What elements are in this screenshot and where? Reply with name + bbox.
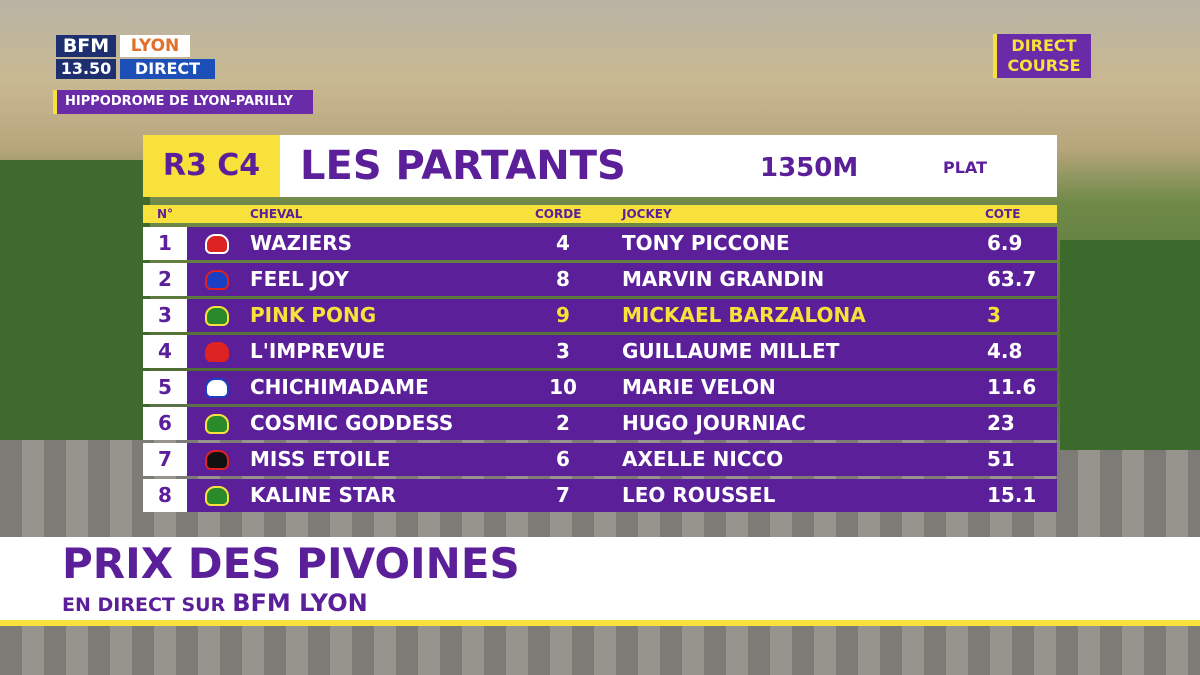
- jockey-name: HUGO JOURNIAC: [622, 411, 806, 435]
- table-row: 3 PINK PONG 9 MICKAEL BARZALONA 3: [143, 299, 1057, 332]
- banner-title: PRIX DES PIVOINES: [62, 539, 520, 588]
- draw: 4: [556, 231, 570, 255]
- horse-name: CHICHIMADAME: [250, 375, 429, 399]
- runner-number: 1: [143, 227, 187, 260]
- horse-name: FEEL JOY: [250, 267, 349, 291]
- jockey-name: MARVIN GRANDIN: [622, 267, 825, 291]
- jockey-silk: [205, 378, 229, 398]
- race-title: LES PARTANTS: [300, 143, 626, 189]
- jockey-name: AXELLE NICCO: [622, 447, 784, 471]
- jockey-silk: [205, 234, 229, 254]
- table-row: 5 CHICHIMADAME 10 MARIE VELON 11.6: [143, 371, 1057, 404]
- jockey-name: MARIE VELON: [622, 375, 776, 399]
- jockey-name: TONY PICCONE: [622, 231, 790, 255]
- jockey-silk: [205, 342, 229, 362]
- draw: 7: [556, 483, 570, 507]
- table-row: 6 COSMIC GODDESS 2 HUGO JOURNIAC 23: [143, 407, 1057, 440]
- jockey-silk: [205, 270, 229, 290]
- logo-brand: BFM: [56, 35, 116, 57]
- banner-subtitle: EN DIRECT SUR BFM LYON: [62, 589, 368, 619]
- jockey-name: GUILLAUME MILLET: [622, 339, 840, 363]
- draw: 3: [556, 339, 570, 363]
- direct-course-badge: DIRECT COURSE: [993, 34, 1091, 78]
- horse-name: COSMIC GODDESS: [250, 411, 454, 435]
- live-label: DIRECT: [120, 59, 215, 79]
- race-code: R3 C4: [143, 135, 280, 197]
- horse-name: L'IMPREVUE: [250, 339, 386, 363]
- draw: 2: [556, 411, 570, 435]
- location-accent: [53, 90, 57, 114]
- runner-number: 6: [143, 407, 187, 440]
- banner-brand: BFM LYON: [232, 589, 368, 617]
- draw: 9: [556, 303, 570, 327]
- horse-name: MISS ETOILE: [250, 447, 391, 471]
- column-label: CHEVAL: [250, 207, 303, 221]
- jockey-silk: [205, 306, 229, 326]
- banner-rule: [0, 620, 1200, 626]
- runner-number: 5: [143, 371, 187, 404]
- clock: 13.50: [56, 59, 116, 79]
- runner-number: 2: [143, 263, 187, 296]
- jockey-name: LEO ROUSSEL: [622, 483, 776, 507]
- jockey-silk: [205, 486, 229, 506]
- table-row: 4 L'IMPREVUE 3 GUILLAUME MILLET 4.8: [143, 335, 1057, 368]
- odds: 6.9: [987, 231, 1023, 255]
- column-header: N° CHEVAL CORDE JOCKEY COTE: [143, 205, 1057, 223]
- jockey-silk: [205, 414, 229, 434]
- odds: 3: [987, 303, 1001, 327]
- column-label: JOCKEY: [622, 207, 672, 221]
- table-row: 2 FEEL JOY 8 MARVIN GRANDIN 63.7: [143, 263, 1057, 296]
- runner-number: 3: [143, 299, 187, 332]
- table-row: 1 WAZIERS 4 TONY PICCONE 6.9: [143, 227, 1057, 260]
- runner-number: 4: [143, 335, 187, 368]
- odds: 11.6: [987, 375, 1037, 399]
- draw: 6: [556, 447, 570, 471]
- location: HIPPODROME DE LYON-PARILLY: [57, 90, 313, 114]
- horse-name: PINK PONG: [250, 303, 377, 327]
- badge-line: COURSE: [1007, 56, 1081, 75]
- jockey-name: MICKAEL BARZALONA: [622, 303, 866, 327]
- logo-city: LYON: [120, 35, 190, 57]
- column-label: CORDE: [535, 207, 582, 221]
- horse-name: WAZIERS: [250, 231, 353, 255]
- column-label: N°: [157, 207, 174, 221]
- draw: 8: [556, 267, 570, 291]
- odds: 23: [987, 411, 1015, 435]
- hedge-left: [0, 160, 150, 440]
- banner-prefix: EN DIRECT SUR: [62, 594, 226, 616]
- odds: 4.8: [987, 339, 1023, 363]
- odds: 63.7: [987, 267, 1037, 291]
- column-label: COTE: [985, 207, 1021, 221]
- runner-number: 8: [143, 479, 187, 512]
- hedge-right: [1060, 240, 1200, 450]
- horse-name: KALINE STAR: [250, 483, 396, 507]
- odds: 15.1: [987, 483, 1037, 507]
- table-row: 7 MISS ETOILE 6 AXELLE NICCO 51: [143, 443, 1057, 476]
- banner: PRIX DES PIVOINES EN DIRECT SUR BFM LYON: [0, 537, 1200, 620]
- race-header: R3 C4 LES PARTANTS 1350M PLAT: [143, 135, 1057, 197]
- table-row: 8 KALINE STAR 7 LEO ROUSSEL 15.1: [143, 479, 1057, 512]
- race-distance: 1350M: [760, 153, 859, 183]
- odds: 51: [987, 447, 1015, 471]
- jockey-silk: [205, 450, 229, 470]
- race-kind: PLAT: [943, 158, 987, 177]
- draw: 10: [549, 375, 577, 399]
- runner-number: 7: [143, 443, 187, 476]
- badge-line: DIRECT: [1011, 36, 1077, 55]
